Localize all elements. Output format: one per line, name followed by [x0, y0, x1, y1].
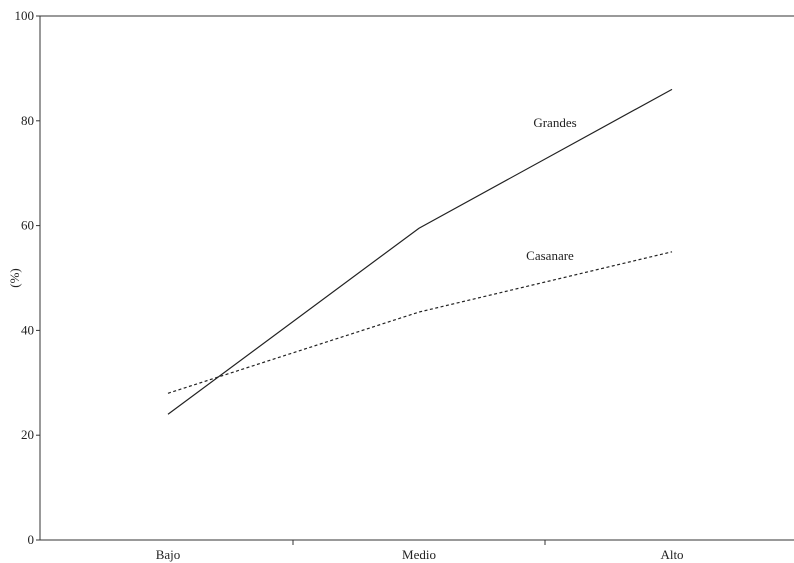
axes: [39, 15, 794, 541]
series-label-casanare: Casanare: [526, 248, 574, 263]
y-tick-label: 40: [21, 322, 34, 337]
x-tick-label: Bajo: [156, 547, 181, 562]
y-tick-label: 100: [15, 8, 35, 23]
series-line-casanare: [167, 251, 673, 394]
y-tick-label: 80: [21, 113, 34, 128]
x-ticks: Bajo Medio Alto: [156, 540, 684, 562]
series-labels: Grandes Casanare: [526, 115, 576, 263]
x-tick-label: Alto: [660, 547, 683, 562]
y-axis-label: (%): [7, 268, 22, 288]
series-line-grandes: [167, 88, 673, 415]
series-label-grandes: Grandes: [533, 115, 576, 130]
y-tick-label: 20: [21, 427, 34, 442]
y-ticks: 0 20 40 60 80 100: [15, 8, 40, 547]
y-tick-label: 60: [21, 218, 34, 233]
y-tick-label: 0: [28, 532, 35, 547]
x-tick-label: Medio: [402, 547, 436, 562]
series: [167, 88, 673, 415]
